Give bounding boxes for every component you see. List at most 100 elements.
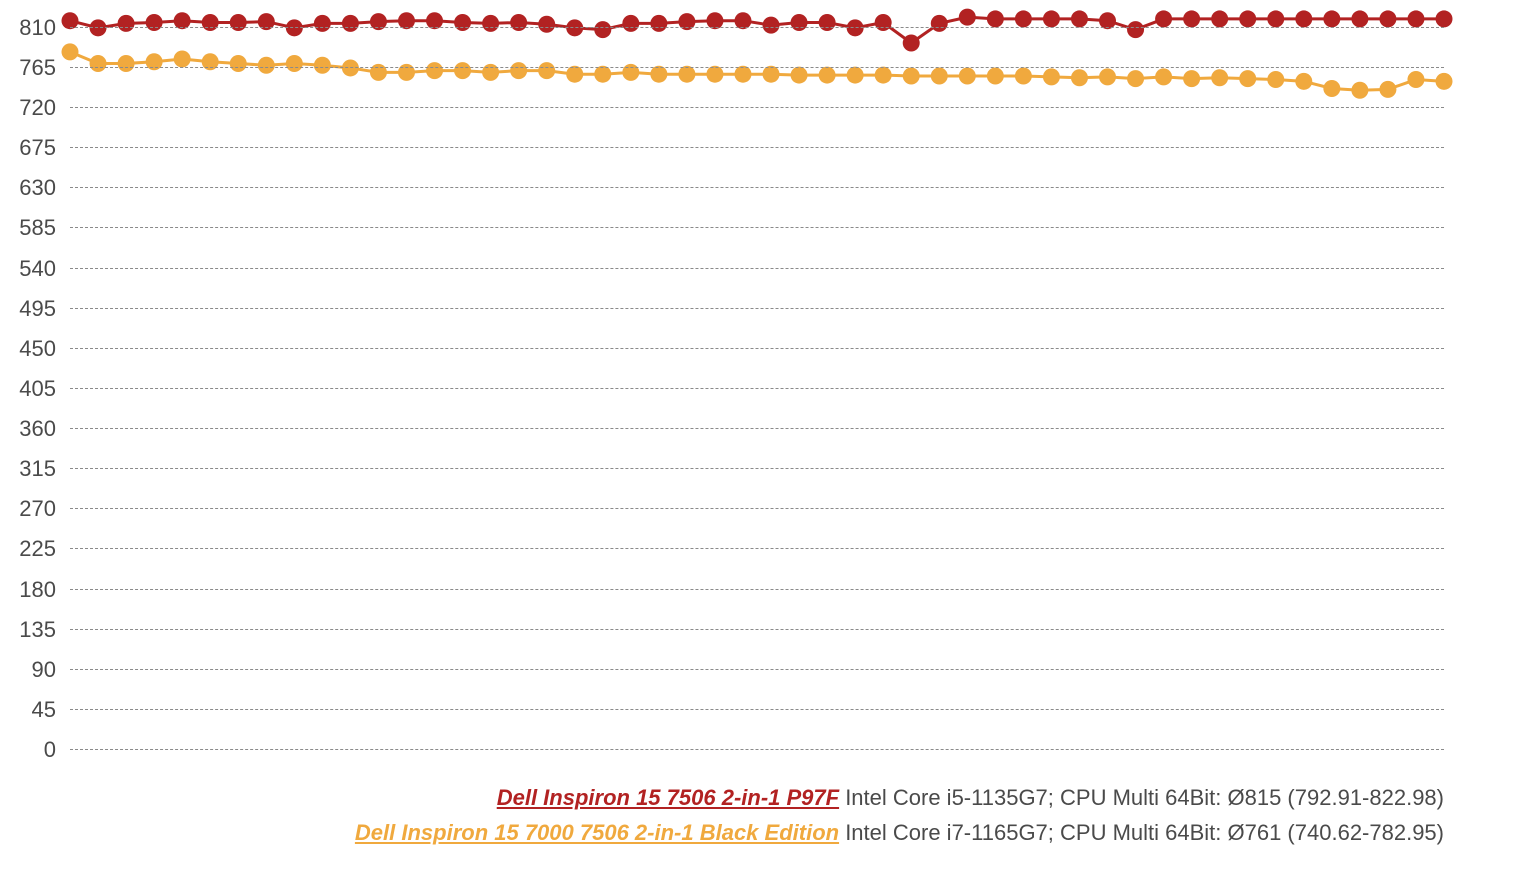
- series-marker-s1: [510, 14, 527, 31]
- series-marker-s1: [90, 19, 107, 36]
- series-marker-s2: [174, 51, 191, 68]
- series-marker-s1: [1295, 10, 1312, 27]
- series-marker-s1: [1015, 10, 1032, 27]
- series-marker-s1: [454, 14, 471, 31]
- series-marker-s1: [903, 34, 920, 51]
- marker-svg: [70, 10, 1444, 750]
- series-marker-s2: [987, 67, 1004, 84]
- y-tick-label: 360: [19, 418, 56, 440]
- series-marker-s2: [1211, 69, 1228, 86]
- y-tick-label: 675: [19, 137, 56, 159]
- y-tick-label: 135: [19, 619, 56, 641]
- series-marker-s2: [454, 62, 471, 79]
- series-marker-s1: [482, 15, 499, 32]
- series-marker-s2: [594, 66, 611, 83]
- gridline: [70, 428, 1444, 429]
- series-marker-s2: [510, 62, 527, 79]
- series-marker-s1: [1071, 10, 1088, 27]
- series-marker-s1: [931, 15, 948, 32]
- series-marker-s1: [1183, 10, 1200, 27]
- gridline: [70, 629, 1444, 630]
- y-tick-label: 405: [19, 378, 56, 400]
- series-marker-s2: [706, 66, 723, 83]
- series-marker-s2: [1267, 71, 1284, 88]
- series-marker-s1: [146, 14, 163, 31]
- benchmark-chart: 0459013518022527031536040545049554058563…: [0, 0, 1534, 880]
- gridline: [70, 308, 1444, 309]
- series-marker-s2: [342, 59, 359, 76]
- series-marker-s2: [959, 67, 976, 84]
- gridline: [70, 709, 1444, 710]
- y-tick-label: 0: [44, 739, 56, 761]
- gridline: [70, 468, 1444, 469]
- series-marker-s2: [426, 62, 443, 79]
- series-marker-s2: [1351, 82, 1368, 99]
- series-marker-s2: [791, 67, 808, 84]
- y-tick-label: 765: [19, 57, 56, 79]
- series-marker-s1: [538, 16, 555, 33]
- series-marker-s2: [1155, 68, 1172, 85]
- series-marker-s2: [847, 67, 864, 84]
- gridline: [70, 107, 1444, 108]
- series-marker-s1: [1239, 10, 1256, 27]
- series-marker-s1: [791, 14, 808, 31]
- series-marker-s2: [1015, 67, 1032, 84]
- legend-link[interactable]: Dell Inspiron 15 7506 2-in-1 P97F: [497, 785, 839, 810]
- series-marker-s1: [1267, 10, 1284, 27]
- series-marker-s1: [1323, 10, 1340, 27]
- series-marker-s2: [1071, 69, 1088, 86]
- gridline: [70, 348, 1444, 349]
- series-marker-s2: [1239, 70, 1256, 87]
- series-marker-s2: [1407, 71, 1424, 88]
- series-marker-s1: [819, 14, 836, 31]
- gridline: [70, 268, 1444, 269]
- series-marker-s2: [538, 62, 555, 79]
- series-marker-s2: [903, 67, 920, 84]
- y-tick-label: 225: [19, 538, 56, 560]
- series-marker-s1: [763, 17, 780, 34]
- gridline: [70, 749, 1444, 750]
- gridline: [70, 508, 1444, 509]
- y-tick-label: 720: [19, 97, 56, 119]
- y-tick-label: 810: [19, 17, 56, 39]
- series-marker-s1: [987, 10, 1004, 27]
- series-marker-s2: [931, 67, 948, 84]
- series-marker-s2: [118, 55, 135, 72]
- series-marker-s2: [258, 57, 275, 74]
- legend-row: Dell Inspiron 15 7000 7506 2-in-1 Black …: [70, 815, 1444, 850]
- series-marker-s2: [90, 55, 107, 72]
- plot-area: [70, 10, 1444, 750]
- series-marker-s2: [734, 66, 751, 83]
- series-marker-s2: [875, 67, 892, 84]
- series-marker-s2: [1099, 68, 1116, 85]
- series-marker-s1: [959, 9, 976, 26]
- series-marker-s1: [202, 14, 219, 31]
- series-marker-s1: [118, 15, 135, 32]
- gridline: [70, 669, 1444, 670]
- legend-detail: Intel Core i5-1135G7; CPU Multi 64Bit: Ø…: [839, 785, 1444, 810]
- legend: Dell Inspiron 15 7506 2-in-1 P97F Intel …: [70, 780, 1444, 850]
- gridline: [70, 589, 1444, 590]
- series-marker-s1: [1155, 10, 1172, 27]
- y-tick-label: 540: [19, 258, 56, 280]
- series-marker-s1: [1127, 21, 1144, 38]
- series-marker-s1: [875, 14, 892, 31]
- gridline: [70, 147, 1444, 148]
- series-marker-s2: [1323, 80, 1340, 97]
- y-tick-label: 270: [19, 498, 56, 520]
- legend-detail: Intel Core i7-1165G7; CPU Multi 64Bit: Ø…: [839, 820, 1444, 845]
- series-marker-s2: [1436, 73, 1453, 90]
- legend-link[interactable]: Dell Inspiron 15 7000 7506 2-in-1 Black …: [355, 820, 839, 845]
- series-marker-s1: [314, 15, 331, 32]
- series-marker-s1: [622, 15, 639, 32]
- series-marker-s1: [1407, 10, 1424, 27]
- y-tick-label: 450: [19, 338, 56, 360]
- series-marker-s1: [342, 15, 359, 32]
- series-marker-s1: [286, 19, 303, 36]
- series-marker-s2: [1183, 70, 1200, 87]
- series-marker-s1: [847, 19, 864, 36]
- series-marker-s2: [1127, 70, 1144, 87]
- y-tick-label: 315: [19, 458, 56, 480]
- y-tick-label: 180: [19, 579, 56, 601]
- series-marker-s2: [763, 66, 780, 83]
